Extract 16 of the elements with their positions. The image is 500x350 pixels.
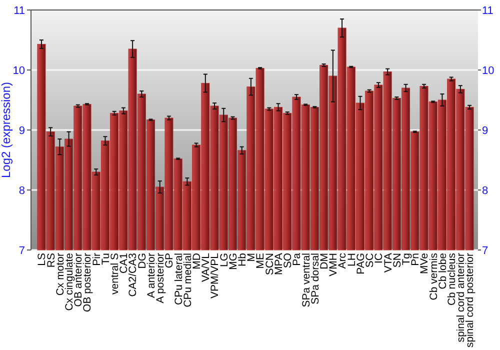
x-tick-label: Pa bbox=[291, 252, 304, 266]
y2-tick-label: 10 bbox=[482, 64, 494, 77]
y2-tick-label: 8 bbox=[482, 184, 488, 197]
y2-tick-label: 11 bbox=[482, 4, 494, 17]
x-tick-label: Cx cingulate bbox=[63, 252, 76, 311]
y-tick-label: 10 bbox=[12, 64, 25, 77]
x-tick-label: MVe bbox=[418, 252, 431, 274]
x-tick-label: spinal cord posterior bbox=[464, 252, 476, 348]
y-axis-title: Log2 (expression) bbox=[0, 82, 13, 178]
y2-tick-label: 7 bbox=[482, 244, 488, 257]
y-tick-label: 9 bbox=[18, 124, 25, 137]
y-tick-label: 7 bbox=[18, 244, 25, 257]
y-tick-label: 11 bbox=[14, 4, 25, 17]
y-tick-label: 8 bbox=[18, 184, 25, 197]
x-tick-label: ventral S bbox=[109, 253, 121, 294]
y2-tick-label: 9 bbox=[482, 124, 488, 137]
